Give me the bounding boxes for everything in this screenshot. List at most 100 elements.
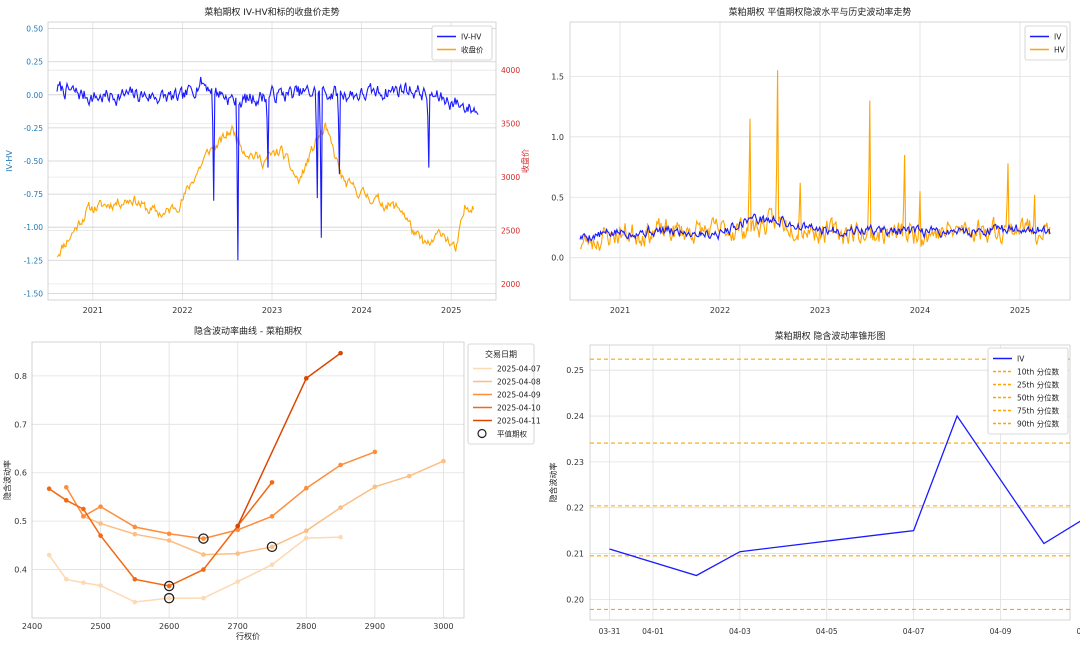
smile-point (132, 576, 138, 582)
atm-marker (163, 592, 175, 604)
y-tick-label: 0.5 (551, 193, 564, 202)
y2-tick-label: 4000 (501, 66, 520, 75)
legend-entry: 25th 分位数 (1017, 380, 1060, 390)
legend-title: 交易日期 (485, 349, 517, 359)
atm-marker (163, 580, 175, 592)
y2-tick-label: 3500 (501, 120, 520, 129)
smile-point (132, 531, 138, 537)
smile-point (98, 583, 103, 588)
plot-frame (589, 344, 1071, 621)
smile-point (132, 599, 138, 605)
x-tick-label: 03-31 (599, 627, 621, 636)
legend-box (987, 347, 1069, 435)
smile-point (338, 350, 343, 356)
smile-point (81, 580, 86, 585)
plot-frame (31, 341, 465, 619)
smile-point (46, 552, 52, 558)
chart-title: 菜粕期权 隐含波动率锥形图 (775, 330, 886, 342)
smile-point (81, 514, 86, 519)
chart-title: 菜粕期权 IV-HV和标的收盘价走势 (204, 6, 339, 18)
y-tick-label: 0.7 (14, 420, 27, 429)
smile-point (132, 524, 138, 530)
y-tick-label: 0.00 (26, 91, 43, 100)
iv-cone-chart: 03-31 04-01 04-03 04-05 04-07 04-09 04-11 0.20 0… (548, 330, 1080, 636)
x-tick-label: 2021 (83, 306, 103, 315)
x-tick-label: 2023 (810, 306, 830, 315)
x-tick-label: 2600 (159, 622, 179, 631)
legend-entry: 90th 分位数 (1017, 419, 1060, 429)
legend-entry: 收盘价 (461, 45, 484, 55)
iv-cone-line (609, 414, 1080, 577)
legend-marker (477, 428, 487, 439)
iv-smile-chart: 2400 2500 2600 2700 2800 2900 3000 0.4 0.5 0.6 0.7… (2, 325, 541, 641)
legend: IV-HV 收盘价 (431, 25, 493, 61)
smile-point (303, 485, 309, 491)
smile-point (46, 486, 52, 492)
x-tick-label: 2023 (262, 306, 282, 315)
y-tick-label: 0.24 (566, 412, 584, 421)
y-axis-label: 隐含波动率 (2, 460, 12, 500)
x-tick-label: 2900 (365, 622, 385, 631)
smile-point (406, 473, 412, 479)
smile-point (235, 579, 241, 584)
smile-point (201, 567, 206, 572)
y-tick-label: -0.75 (24, 190, 44, 199)
y2-tick-label: 2500 (501, 227, 520, 236)
chart-title: 隐含波动率曲线 - 菜粕期权 (194, 325, 302, 337)
legend-entry: 2025-04-09 (497, 391, 541, 400)
plot-frame (47, 21, 497, 301)
smile-line (48, 481, 273, 587)
legend-entry: 10th 分位数 (1017, 367, 1060, 377)
smile-point (63, 498, 69, 503)
legend-entry: 2025-04-11 (497, 417, 541, 426)
smile-point (201, 595, 206, 601)
smile-point (166, 595, 172, 601)
x-tick-label: 2025 (441, 306, 461, 315)
y-tick-label: -0.25 (24, 124, 44, 133)
y-tick-label: -1.50 (24, 289, 44, 298)
y-tick-label: 0.22 (566, 504, 584, 513)
plot-frame (569, 21, 1071, 301)
x-tick-label: 2021 (610, 306, 630, 315)
x-tick-label: 2700 (228, 622, 248, 631)
smile-point (303, 528, 309, 534)
y-axis-label: 隐含波动率 (548, 463, 558, 503)
smile-line (83, 460, 444, 556)
smile-point (63, 484, 69, 490)
y-tick-label: 0.21 (566, 550, 584, 559)
y2-tick-label: 2000 (501, 280, 520, 289)
x-tick-label: 2025 (1010, 306, 1030, 315)
smile-point (98, 521, 103, 526)
legend-entry: 平值期权 (497, 429, 527, 439)
iv-line (579, 213, 1051, 244)
legend-entry: 75th 分位数 (1017, 406, 1060, 416)
smile-point (338, 462, 343, 468)
y-tick-label: -1.25 (24, 256, 44, 265)
legend-entry: IV (1017, 355, 1025, 364)
iv-hv-line (56, 76, 479, 261)
smile-point (98, 533, 103, 538)
y-tick-label: 0.8 (14, 372, 27, 381)
legend-box (431, 25, 493, 61)
smile-point (166, 583, 172, 589)
smile-point (269, 514, 275, 519)
smile-point (372, 484, 378, 490)
smile-point (201, 552, 206, 557)
smile-point (166, 531, 172, 537)
atm-marker (266, 541, 278, 553)
legend-box (1024, 25, 1068, 61)
y2-tick-label: 3000 (501, 173, 520, 182)
y-tick-label: 0.5 (14, 517, 27, 526)
x-tick-label: 04-07 (903, 627, 925, 636)
y-tick-label: 0.20 (566, 595, 584, 604)
hv-line (579, 70, 1051, 251)
x-tick-label: 3000 (433, 622, 453, 631)
y-tick-label: -0.50 (24, 157, 44, 166)
x-tick-label: 2500 (90, 622, 110, 631)
y-tick-label: 1.0 (551, 133, 564, 142)
x-tick-label: 04-01 (642, 627, 664, 636)
smile-point (269, 480, 275, 485)
legend-entry: HV (1054, 46, 1066, 55)
smile-point (201, 536, 206, 541)
atm-marker (198, 533, 209, 544)
